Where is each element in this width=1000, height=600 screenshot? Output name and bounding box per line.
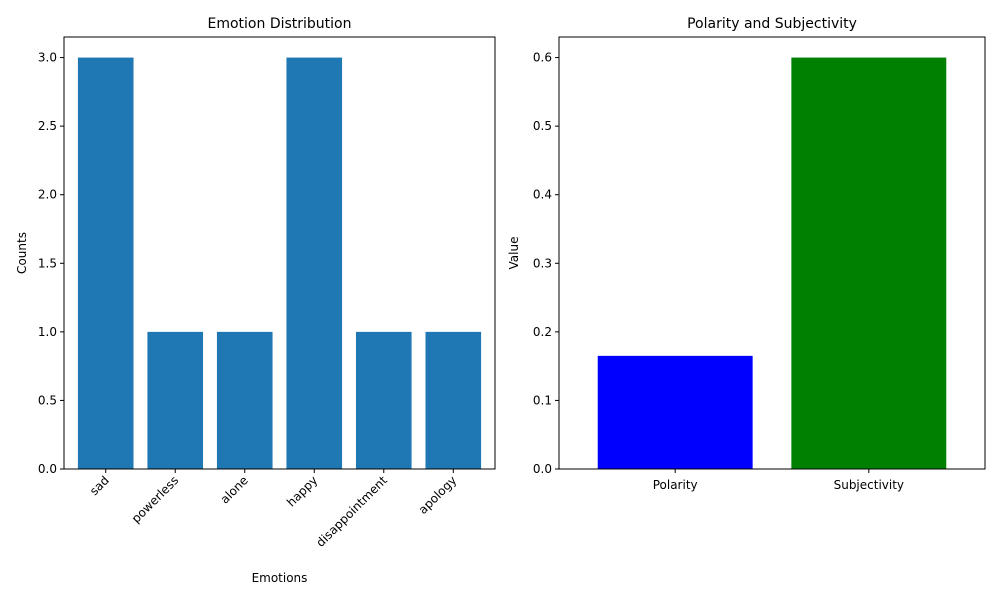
emotion-bar-alone — [216, 331, 273, 469]
polarity-y-tick-label: 0.1 — [533, 393, 552, 407]
polarity-x-ticks: Polarity Subjectivity — [653, 469, 904, 492]
emotion-y-tick-label: 2.5 — [38, 119, 57, 133]
polarity-y-tick-label: 0.0 — [533, 462, 552, 476]
polarity-x-tick-label: Subjectivity — [834, 478, 904, 492]
polarity-y-tick-label: 0.6 — [533, 51, 552, 65]
polarity-y-tick-label: 0.5 — [533, 119, 552, 133]
emotion-y-tick-label: 0.5 — [38, 393, 57, 407]
polarity-y-tick-label: 0.4 — [533, 188, 552, 202]
emotion-bar-powerless — [147, 331, 204, 469]
emotion-y-axis-label: Counts — [15, 232, 29, 274]
polarity-y-tick-label: 0.3 — [533, 256, 552, 270]
polarity-y-axis-label: Value — [507, 237, 521, 270]
emotion-axes-frame — [63, 36, 496, 470]
polarity-y-tick-label: 0.2 — [533, 325, 552, 339]
emotion-bar-happy — [286, 57, 343, 469]
polarity-subjectivity-chart: Polarity and Subjectivity 0.00.10.20.30.… — [507, 16, 986, 492]
emotion-bars — [77, 57, 482, 469]
polarity-bars — [597, 57, 947, 469]
polarity-x-tick-label: Polarity — [653, 478, 698, 492]
polarity-axes-frame — [558, 36, 986, 470]
emotion-y-tick-label: 2.0 — [38, 188, 57, 202]
emotion-bar-disappointment — [355, 331, 412, 469]
emotion-chart-title: Emotion Distribution — [208, 16, 352, 32]
polarity-y-ticks: 0.0 0.1 0.2 0.3 0.4 0.5 0.6 — [533, 51, 559, 476]
polarity-bar-subjectivity — [791, 57, 947, 469]
polarity-chart-title: Polarity and Subjectivity — [687, 16, 857, 32]
polarity-bar-polarity — [597, 355, 753, 469]
emotion-y-tick-label: 1.0 — [38, 325, 57, 339]
emotion-y-ticks: 0.0 0.5 1.0 1.5 2.0 2.5 3.0 — [38, 51, 64, 476]
emotion-x-axis-label: Emotions — [252, 571, 308, 585]
emotion-bar-apology — [425, 331, 482, 469]
emotion-y-tick-label: 0.0 — [38, 462, 57, 476]
emotion-y-tick-label: 3.0 — [38, 51, 57, 65]
emotion-y-tick-label: 1.5 — [38, 256, 57, 270]
emotion-bar-sad — [77, 57, 134, 469]
